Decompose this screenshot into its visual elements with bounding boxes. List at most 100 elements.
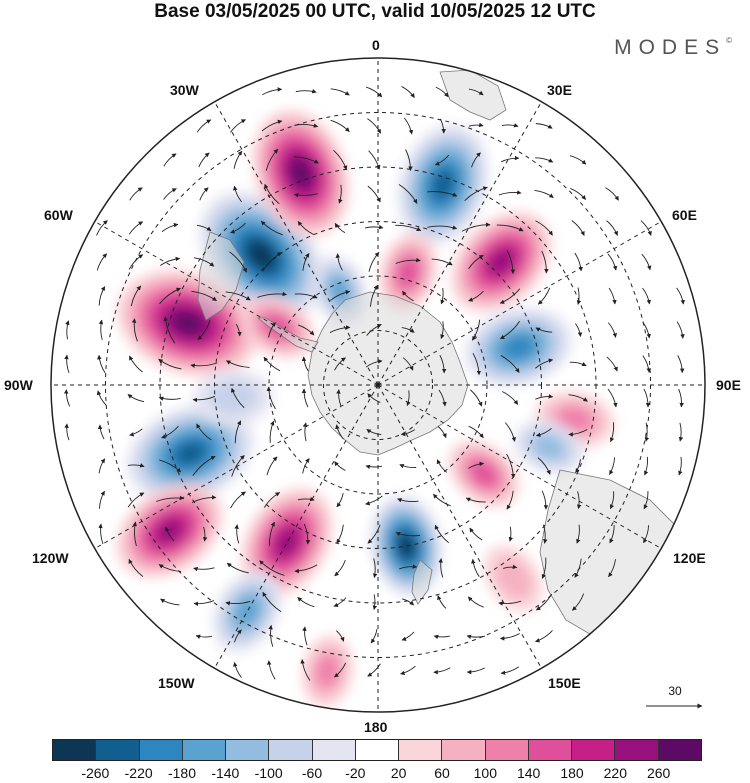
colorbar-tick-label: -180 (167, 765, 197, 781)
wind-arrow (367, 524, 381, 544)
colorbar-swatch (139, 740, 183, 760)
wind-arrow (471, 152, 481, 168)
wind-arrow (192, 455, 216, 476)
wind-arrow (230, 387, 245, 409)
wind-arrow (606, 220, 618, 236)
wind-arrow (226, 360, 250, 368)
wind-arrow (369, 284, 378, 307)
wind-arrow (269, 521, 275, 546)
wind-arrow (535, 630, 553, 643)
wind-arrow (466, 667, 485, 675)
anomaly-contour (489, 249, 514, 274)
anomaly-contour (248, 241, 275, 269)
wind-arrow (438, 558, 444, 578)
wind-arrow (336, 389, 342, 407)
colorbar-tick-label: -100 (254, 765, 283, 781)
wind-arrow (131, 318, 138, 342)
anomaly-contour (532, 435, 565, 460)
wind-arrow (335, 253, 343, 271)
wind-arrow (367, 393, 381, 403)
wind-arrow (677, 355, 685, 374)
wind-arrow (233, 150, 243, 169)
wind-arrow (676, 321, 685, 339)
wind-arrow (678, 456, 683, 476)
colorbar-swatch (226, 740, 270, 760)
wind-arrow (268, 624, 274, 647)
wind-arrow (338, 184, 343, 204)
wind-arrow (569, 361, 587, 367)
anomaly-center-4 (116, 269, 260, 377)
wind-arrow (575, 323, 583, 337)
anomaly-center-16 (212, 570, 282, 653)
wind-arrow (434, 524, 450, 544)
anomaly-center-2 (397, 123, 489, 246)
wind-arrow (98, 286, 106, 306)
wind-arrow (192, 396, 216, 403)
wind-arrow (571, 593, 585, 611)
colorbar-tick-label: -140 (211, 765, 240, 781)
wind-arrow (400, 665, 416, 676)
meridian-line (214, 101, 379, 386)
wind-arrow (608, 559, 616, 578)
wind-arrow (198, 152, 210, 168)
wind-arrow (98, 458, 106, 474)
wind-arrow (506, 453, 516, 479)
wind-arrow (470, 558, 480, 577)
anomaly-contour (172, 312, 203, 335)
wind-arrow (333, 150, 348, 171)
wind-arrow (193, 257, 215, 267)
wind-arrow (366, 323, 382, 336)
wind-arrow (465, 497, 486, 503)
wind-arrow (470, 389, 483, 407)
wind-arrow (501, 391, 519, 405)
wind-arrow (164, 526, 175, 542)
colorbar-swatch (399, 740, 443, 760)
wind-arrow (641, 253, 652, 271)
wind-arrow (262, 87, 283, 96)
wind-arrow (161, 222, 179, 232)
wind-arrow (575, 459, 581, 474)
wind-arrow (127, 492, 145, 508)
wind-arrow (608, 287, 617, 305)
anomaly-center-17 (301, 634, 354, 708)
wind-arrow (440, 321, 445, 339)
wind-arrow (541, 557, 547, 579)
anomaly-contour (398, 535, 415, 557)
wind-arrow (336, 524, 344, 544)
wind-arrow (366, 429, 382, 436)
wind-arrow (402, 357, 414, 371)
wind-arrow (642, 287, 652, 305)
anomaly-center-12 (126, 404, 255, 502)
wind-arrow (97, 354, 106, 374)
wind-arrow (574, 252, 584, 272)
wind-arrow (644, 422, 650, 442)
wind-arrow (226, 562, 249, 574)
wind-arrow (535, 123, 553, 129)
wind-arrow (500, 155, 520, 163)
anomaly-contour (174, 441, 206, 466)
wind-arrow (294, 123, 319, 128)
wind-arrow (535, 394, 554, 400)
wind-arrow (233, 662, 242, 678)
label-lon-180: 180 (364, 719, 388, 735)
wind-arrow (468, 122, 484, 128)
meridian-line (377, 221, 662, 386)
wind-arrow (535, 593, 553, 611)
wind-arrow (367, 118, 382, 134)
wind-arrow (642, 355, 651, 373)
wind-arrow (129, 187, 143, 201)
wind-arrow (468, 461, 485, 469)
wind-arrow (607, 253, 618, 271)
colorbar-tick-label: 260 (646, 765, 671, 781)
wind-arrow (96, 253, 108, 271)
wind-arrow (468, 290, 484, 302)
wind-arrow (535, 427, 552, 438)
wind-arrow (160, 256, 181, 266)
wind-arrow (439, 354, 447, 374)
label-lon-60w: 60W (44, 207, 73, 223)
wind-arrow (395, 531, 421, 537)
wind-arrow (610, 422, 615, 443)
colorbar-tick-label: 140 (516, 765, 541, 781)
wind-arrow (535, 220, 553, 236)
